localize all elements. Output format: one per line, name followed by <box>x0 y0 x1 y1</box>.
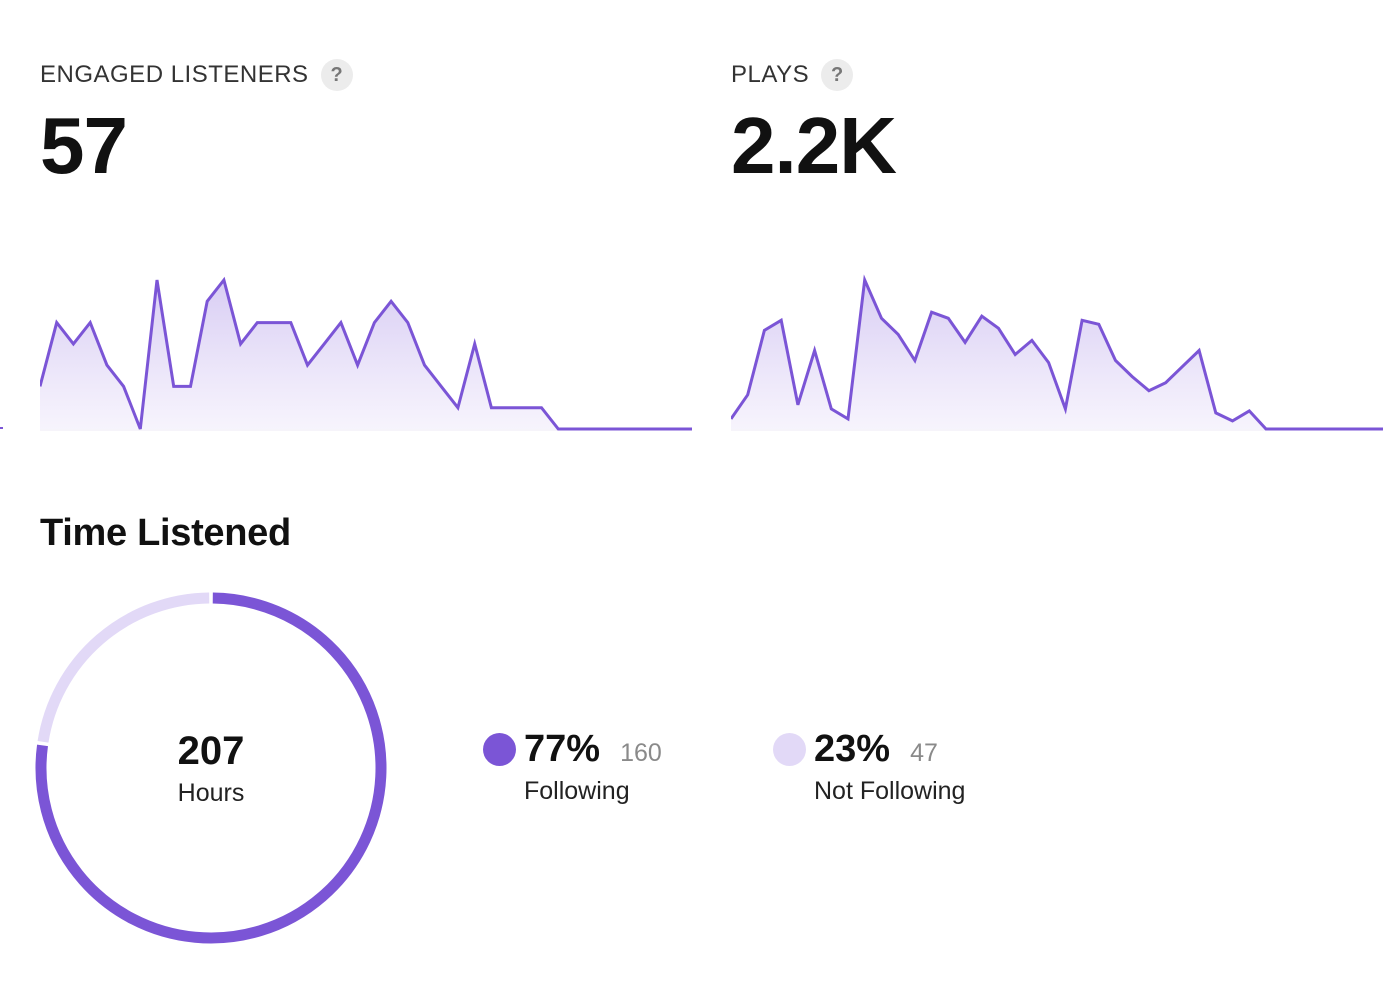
not-following-segment <box>37 592 210 743</box>
following-label: Following <box>524 777 630 805</box>
not-following-count: 47 <box>910 738 938 767</box>
plays-label: PLAYS <box>731 61 810 88</box>
question-mark-icon[interactable]: ? <box>320 59 353 91</box>
plays-sparkline <box>731 274 1383 431</box>
plays-series-area <box>731 280 1383 429</box>
plays-metric: PLAYS ? 2.2K <box>731 58 1383 186</box>
engaged-listeners-metric: ENGAGED LISTENERS ? 57 <box>40 58 692 186</box>
following-percent: 77% <box>524 727 601 770</box>
not-following-dot-icon <box>773 732 806 766</box>
following-count: 160 <box>620 738 662 767</box>
plays-value: 2.2K <box>731 101 897 190</box>
legend-not-following: 23% 47 Not Following <box>773 727 965 806</box>
not-following-label: Not Following <box>814 777 966 805</box>
engaged-listeners-sparkline <box>40 276 692 431</box>
plays-label-row: PLAYS ? <box>731 58 1383 92</box>
engaged-listeners-label: ENGAGED LISTENERS <box>40 61 309 88</box>
total-hours-value: 207 <box>177 728 245 773</box>
not-following-percent: 23% <box>814 727 891 770</box>
donut-center: 207 Hours <box>35 592 387 944</box>
question-mark-icon[interactable]: ? <box>821 59 854 91</box>
chart-edge-tick <box>0 427 3 429</box>
following-dot-icon <box>483 732 516 766</box>
engaged-listeners-value: 57 <box>40 101 128 190</box>
total-hours-unit: Hours <box>177 778 245 807</box>
engaged-listeners-label-row: ENGAGED LISTENERS ? <box>40 58 692 92</box>
plays-series-line <box>731 274 1383 431</box>
following-segment <box>35 592 387 944</box>
time-listened-donut-chart <box>35 592 387 944</box>
legend-following: 77% 160 Following <box>483 727 662 806</box>
engaged-listeners-series-area <box>40 280 692 429</box>
time-listened-title: Time Listened <box>40 512 291 554</box>
engaged-listeners-series-line <box>40 276 692 431</box>
